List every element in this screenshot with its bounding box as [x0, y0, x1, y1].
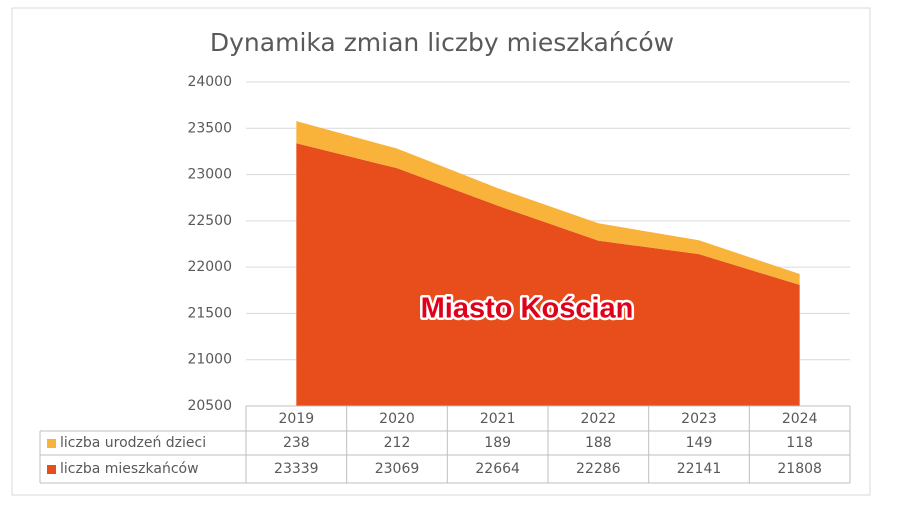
x-tick-label: 2019	[279, 411, 315, 427]
table-value: 188	[585, 435, 612, 451]
chart-title: Dynamika zmian liczby mieszkańców	[210, 28, 674, 57]
table-value: 23069	[375, 461, 420, 477]
annotation: Miasto Kościan	[421, 293, 634, 325]
area	[296, 121, 800, 285]
x-tick-label: 2023	[681, 411, 717, 427]
table-value: 22664	[475, 461, 520, 477]
y-tick-label: 23000	[187, 167, 232, 183]
y-tick-label: 22000	[187, 259, 232, 275]
legend-label: liczba urodzeń dzieci	[60, 435, 206, 451]
y-tick-label: 20500	[187, 398, 232, 414]
y-tick-label: 21000	[187, 352, 232, 368]
table-value: 23339	[274, 461, 319, 477]
table-value: 238	[283, 435, 310, 451]
table-value: 21808	[777, 461, 822, 477]
table-value: 118	[786, 435, 813, 451]
area	[296, 143, 800, 407]
legend-swatch	[47, 465, 56, 474]
y-tick-label: 24000	[187, 74, 232, 90]
table-value: 189	[484, 435, 511, 451]
legend-label: liczba mieszkańców	[60, 461, 199, 477]
table-value: 149	[686, 435, 713, 451]
table-value: 212	[384, 435, 411, 451]
table-value: 22141	[677, 461, 722, 477]
x-tick-label: 2022	[581, 411, 617, 427]
y-tick-label: 22500	[187, 213, 232, 229]
x-tick-label: 2021	[480, 411, 516, 427]
legend-swatch	[47, 439, 56, 448]
y-tick-label: 23500	[187, 120, 232, 136]
x-tick-label: 2024	[782, 411, 818, 427]
x-tick-label: 2020	[379, 411, 415, 427]
table-value: 22286	[576, 461, 621, 477]
y-tick-label: 21500	[187, 305, 232, 321]
